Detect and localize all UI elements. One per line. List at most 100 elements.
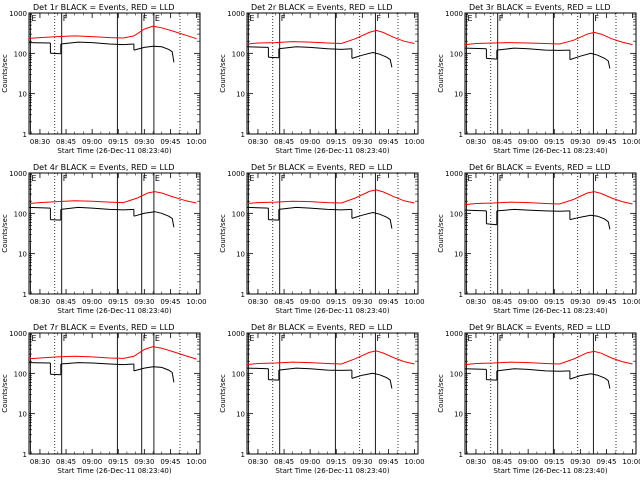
time-marker-label: E <box>155 14 160 23</box>
x-tick-label: 08:45 <box>274 298 294 306</box>
x-tick-label: 08:45 <box>56 458 76 466</box>
panel-title: Det 2r BLACK = Events, RED = LLD <box>251 3 393 12</box>
x-tick-label: 09:15 <box>108 458 128 466</box>
time-marker-label: F <box>594 334 599 343</box>
time-marker-label: F <box>281 334 286 343</box>
series-events-line <box>351 372 393 389</box>
y-tick-label: 10 <box>18 251 27 259</box>
plot-frame <box>464 12 637 135</box>
x-tick-label: 10:00 <box>186 138 206 146</box>
y-axis-label: Counts/sec <box>437 374 445 413</box>
panel-title: Det 7r BLACK = Events, RED = LLD <box>33 323 175 332</box>
panel-9: Det 9r BLACK = Events, RED = LLD 1 10 100 10… <box>437 323 640 475</box>
y-tick-label: 10 <box>454 251 463 259</box>
y-axis-label: Counts/sec <box>219 214 227 253</box>
y-axis-label: Counts/sec <box>219 374 227 413</box>
x-tick-label: 09:30 <box>352 138 372 146</box>
y-tick-label: 1000 <box>9 330 27 338</box>
y-tick-label: 10 <box>236 251 245 259</box>
y-tick-label: 100 <box>14 370 27 378</box>
x-tick-label: 10:00 <box>622 298 640 306</box>
y-tick-label: 1000 <box>227 170 245 178</box>
x-tick-label: 09:45 <box>596 298 616 306</box>
x-tick-label: 09:45 <box>160 298 180 306</box>
x-axis-label: Start Time (26-Dec-11 08:23:40) <box>57 467 171 475</box>
y-tick-label: 10 <box>18 411 27 419</box>
x-tick-label: 09:15 <box>544 458 564 466</box>
x-tick-label: 08:45 <box>492 458 512 466</box>
series-lld-line <box>28 191 197 204</box>
y-tick-label: 1 <box>23 131 27 139</box>
series-events-line <box>486 57 497 60</box>
series-lld-line <box>246 29 415 45</box>
x-tick-label: 09:45 <box>378 138 398 146</box>
x-tick-label: 09:45 <box>378 298 398 306</box>
series-events-line <box>464 209 487 212</box>
x-tick-label: 09:30 <box>570 458 590 466</box>
x-axis-label: Start Time (26-Dec-11 08:23:40) <box>57 147 171 155</box>
x-tick-label: 09:15 <box>326 298 346 306</box>
y-axis-label: Counts/sec <box>437 214 445 253</box>
series-events-line <box>351 211 393 229</box>
x-tick-label: 09:00 <box>518 138 538 146</box>
x-axis-label: Start Time (26-Dec-11 08:23:40) <box>493 307 607 315</box>
series-events-line <box>50 373 61 376</box>
time-marker-label: E <box>31 334 36 343</box>
panel-2: Det 2r BLACK = Events, RED = LLD 1 10 100 10… <box>219 3 425 155</box>
panel-title: Det 6r BLACK = Events, RED = LLD <box>469 163 611 172</box>
x-tick-label: 09:30 <box>352 458 372 466</box>
x-tick-label: 09:00 <box>82 298 102 306</box>
y-tick-label: 100 <box>14 50 27 58</box>
plot-frame <box>246 172 419 295</box>
x-tick-label: 09:15 <box>108 298 128 306</box>
y-tick-label: 10 <box>454 91 463 99</box>
y-tick-label: 1000 <box>445 170 463 178</box>
plot-frame <box>464 332 637 455</box>
panel-8: Det 8r BLACK = Events, RED = LLD 1 10 100 10… <box>219 323 425 475</box>
time-marker-label: F <box>63 174 68 183</box>
series-lld-line <box>464 350 633 366</box>
time-marker-label: F <box>143 174 148 183</box>
x-axis-label: Start Time (26-Dec-11 08:23:40) <box>493 147 607 155</box>
panel-6: Det 6r BLACK = Events, RED = LLD 1 10 100 10… <box>437 163 640 315</box>
y-tick-label: 1 <box>241 131 245 139</box>
y-axis-label: Counts/sec <box>1 54 9 93</box>
series-events-line <box>464 47 487 50</box>
x-axis-label: Start Time (26-Dec-11 08:23:40) <box>275 307 389 315</box>
time-marker-label: F <box>143 14 148 23</box>
time-marker-label: E <box>155 334 160 343</box>
y-tick-label: 100 <box>450 210 463 218</box>
time-marker-label: E <box>249 334 254 343</box>
time-marker-label: E <box>467 334 472 343</box>
y-tick-label: 1 <box>459 291 463 299</box>
panel-title: Det 9r BLACK = Events, RED = LLD <box>469 323 611 332</box>
x-tick-label: 10:00 <box>404 458 424 466</box>
x-tick-label: 09:45 <box>160 138 180 146</box>
y-axis-label: Counts/sec <box>437 54 445 93</box>
y-tick-label: 1000 <box>227 10 245 18</box>
x-tick-label: 08:30 <box>30 458 50 466</box>
series-events-line <box>268 56 279 59</box>
plot-frame <box>28 12 201 135</box>
y-tick-label: 100 <box>450 370 463 378</box>
y-tick-label: 10 <box>454 411 463 419</box>
x-tick-label: 08:45 <box>492 138 512 146</box>
y-tick-label: 100 <box>232 370 245 378</box>
time-marker-label: F <box>376 334 381 343</box>
time-marker-label: F <box>281 174 286 183</box>
time-marker-label: F <box>376 14 381 23</box>
panel-5: Det 5r BLACK = Events, RED = LLD 1 10 100 10… <box>219 163 425 315</box>
series-events-line <box>278 367 352 371</box>
x-tick-label: 09:45 <box>596 138 616 146</box>
y-tick-label: 1 <box>241 291 245 299</box>
series-lld-line <box>28 346 197 360</box>
x-tick-label: 08:45 <box>56 138 76 146</box>
series-lld-line <box>464 191 633 206</box>
y-axis-label: Counts/sec <box>1 374 9 413</box>
x-tick-label: 08:45 <box>274 138 294 146</box>
y-tick-label: 100 <box>14 210 27 218</box>
time-marker-label: E <box>31 14 36 23</box>
panel-title: Det 3r BLACK = Events, RED = LLD <box>469 3 611 12</box>
time-marker-label: F <box>376 174 381 183</box>
